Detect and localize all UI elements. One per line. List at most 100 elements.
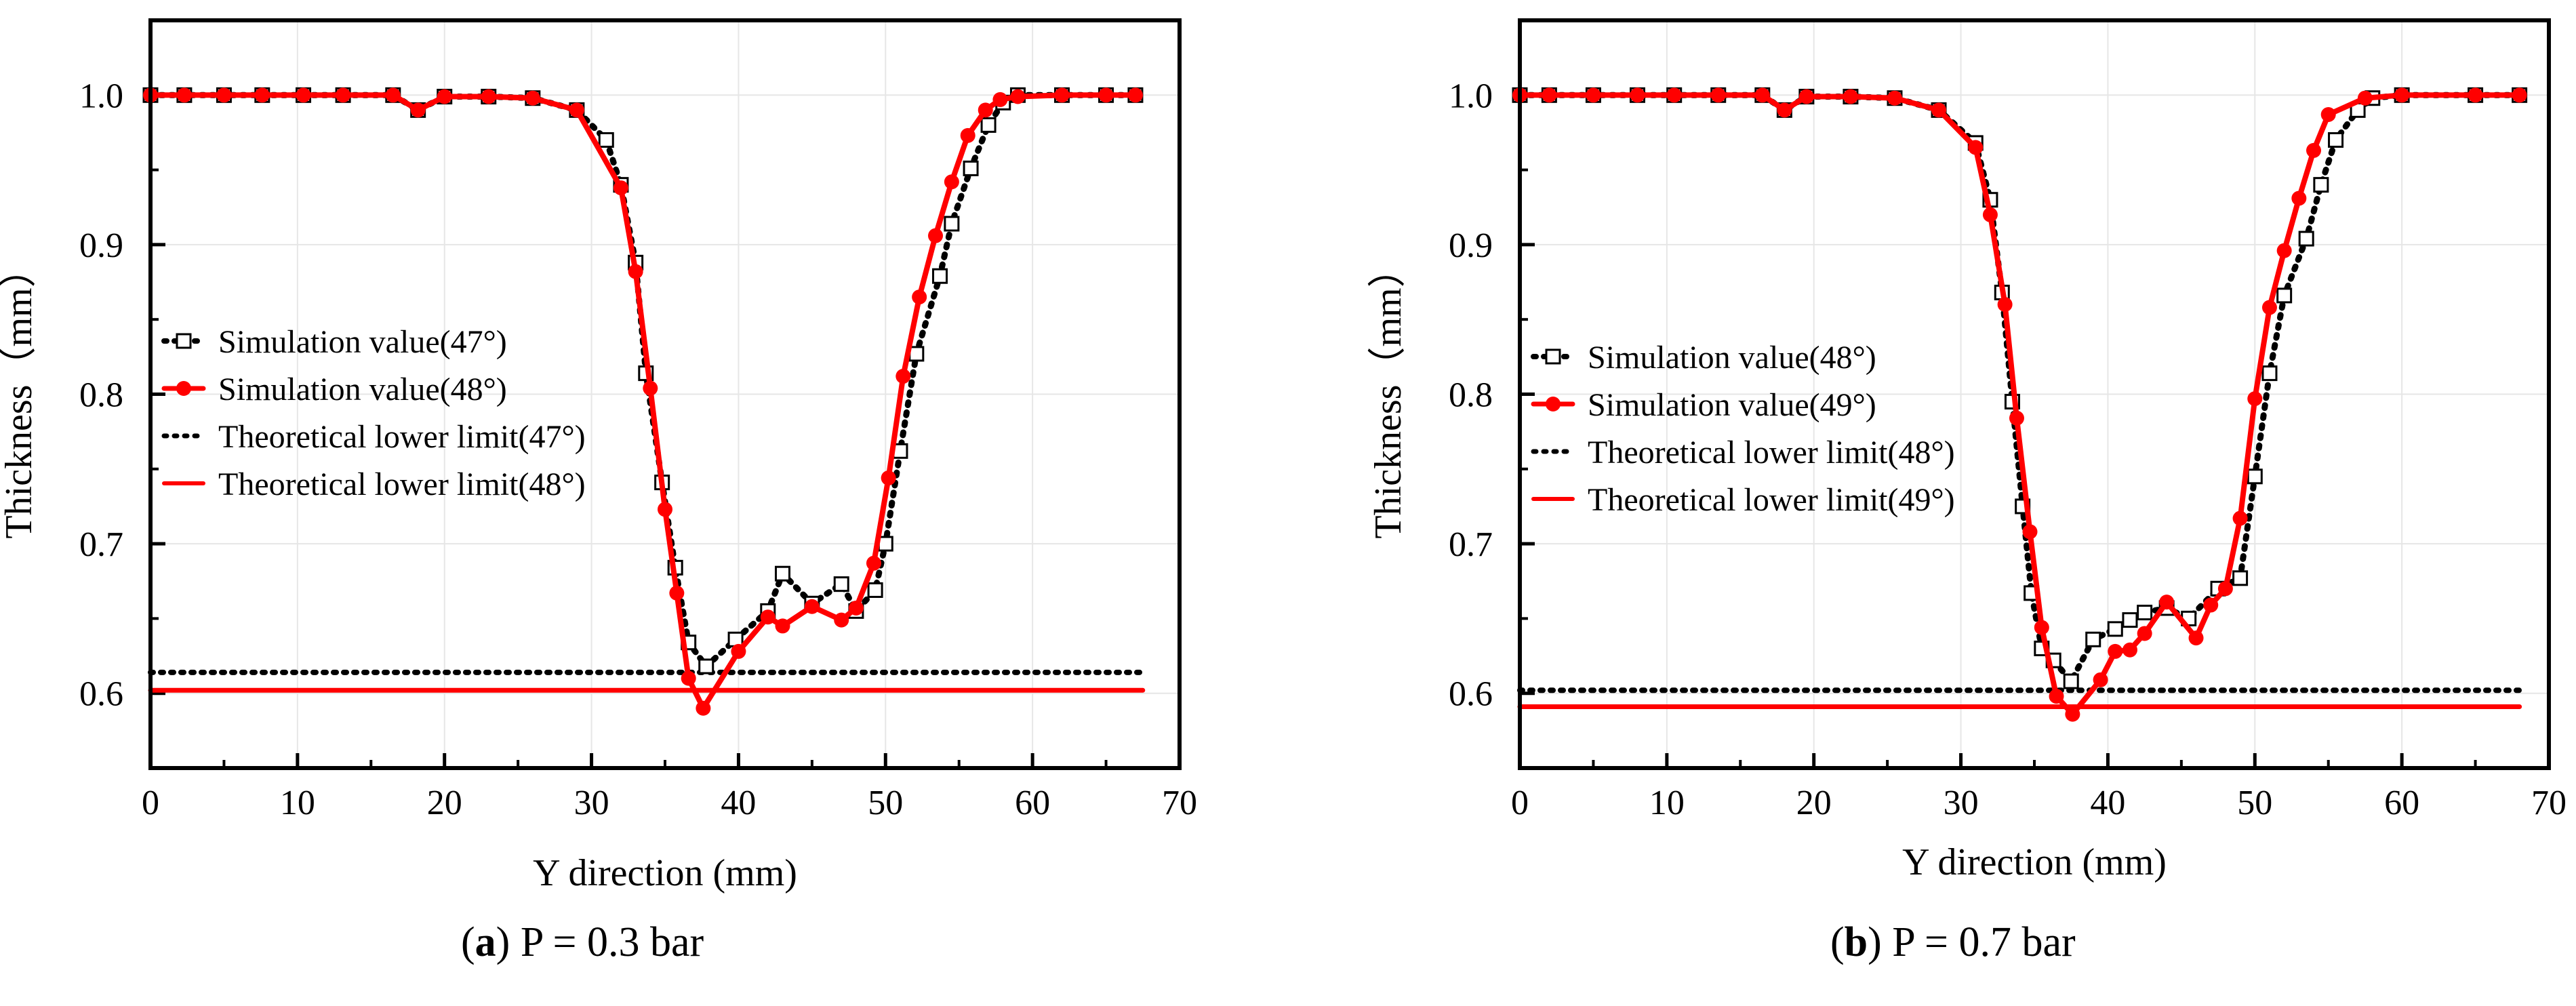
x-tick-label: 40 [2090,784,2125,822]
data-point-circle [2122,642,2137,658]
x-tick-label: 0 [142,784,159,822]
y-tick-label: 1.0 [1449,77,1493,115]
data-point-circle [2137,626,2152,641]
data-point-circle [669,585,685,601]
data-point-circle [410,102,426,118]
caption-b-open: ( [1830,919,1845,965]
data-point-circle [2468,87,2483,103]
data-point-square [2232,570,2249,586]
data-point-circle [1010,89,1026,104]
data-point-circle [978,102,993,118]
plot-frame [148,18,1182,770]
data-point-square [2137,605,2153,621]
data-point-circle [928,228,944,243]
data-point-square [2276,287,2293,304]
data-point-circle [628,264,643,279]
x-tick-label: 60 [2384,784,2419,822]
y-tick-label: 1.0 [79,77,123,115]
legend-marker-square [176,333,192,349]
caption-a: (a) P = 0.3 bar [461,919,704,967]
y-tick-label: 0.6 [79,675,123,714]
legend-label: Simulation value(49°) [1588,387,1876,423]
x-tick-label: 20 [1796,784,1832,822]
data-point-square [2122,612,2138,628]
data-point-circle [613,180,628,196]
data-point-circle [960,127,975,143]
data-point-circle [658,502,672,517]
data-point-circle [437,89,452,104]
data-point-circle [1586,87,1601,103]
legend-label: Simulation value(48°) [218,371,507,407]
data-point-square [698,658,715,675]
data-point-circle [881,470,896,486]
legend-marker-circle [1546,397,1561,411]
data-point-circle [569,102,584,118]
x-tick-label: 30 [1944,784,1979,822]
data-point-square [944,216,960,232]
data-point-circle [2320,106,2336,122]
data-point-square [2085,631,2101,647]
data-point-circle [254,87,270,103]
data-point-circle [2357,90,2373,106]
x-tick-label: 40 [721,784,756,822]
data-point-square [2247,468,2263,485]
plot-frame [1518,18,2551,770]
x-axis-label: Y direction (mm) [533,852,797,894]
data-point-square [2063,673,2079,689]
data-point-circle [1098,87,1114,103]
x-tick-label: 0 [1511,784,1529,822]
data-point-circle [912,289,927,305]
data-point-circle [1997,297,2013,313]
data-point-circle [834,612,849,628]
data-point-circle [1798,89,1814,104]
y-tick-label: 0.9 [1449,226,1493,265]
data-point-square [877,536,893,552]
data-point-circle [525,90,540,106]
x-tick-label: 10 [280,784,315,822]
chart-panel-a: 0 10 20 30 40 50 60 70 0.6 0.7 0.8 0.9 1.0 Y directio… [0,18,1197,894]
data-point-circle [2232,510,2248,526]
data-point-circle [731,643,746,659]
data-point-circle [1931,102,1947,118]
data-point-circle [1666,87,1682,103]
data-point-circle [643,380,658,396]
data-point-circle [681,670,696,686]
caption-a-close: ) [496,919,510,965]
data-point-circle [895,369,911,384]
data-point-circle [336,87,351,103]
y-tick-label: 0.9 [79,226,123,265]
y-tick-label: 0.6 [1449,675,1493,714]
x-tick-label: 20 [427,784,462,822]
data-point-circle [2022,524,2038,540]
x-tick-label: 70 [2531,784,2567,822]
data-point-circle [804,599,820,614]
data-point-circle [2291,190,2307,206]
data-point-circle [2394,87,2410,103]
chart-panel-b: 0 10 20 30 40 50 60 70 0.6 0.7 0.8 0.9 1.0 Y directio… [1367,18,2567,883]
data-point-circle [2512,87,2527,103]
data-point-square [774,565,790,582]
data-point-circle [1843,89,1858,104]
data-point-circle [2217,581,2233,597]
data-point-circle [2261,300,2277,315]
data-point-circle [2276,243,2292,258]
data-point-circle [1777,102,1792,118]
caption-b-close: ) [1868,919,1882,965]
data-point-square [867,582,883,598]
data-point-square [932,268,948,284]
data-point-circle [2034,620,2049,635]
data-point-square [2107,621,2123,637]
data-point-circle [775,618,790,634]
legend-marker-circle [176,381,191,396]
data-point-circle [1054,87,1070,103]
data-point-circle [696,700,711,716]
caption-b-text: P = 0.7 bar [1881,919,2076,965]
x-tick-label: 30 [574,784,609,822]
data-point-circle [2108,643,2123,659]
data-point-circle [992,92,1008,107]
data-point-circle [1754,87,1770,103]
legend-label: Theoretical lower limit(48°) [218,466,586,502]
legend-label: Theoretical lower limit(48°) [1588,435,1955,470]
data-point-circle [2247,391,2263,407]
y-tick-label: 0.7 [79,525,123,564]
